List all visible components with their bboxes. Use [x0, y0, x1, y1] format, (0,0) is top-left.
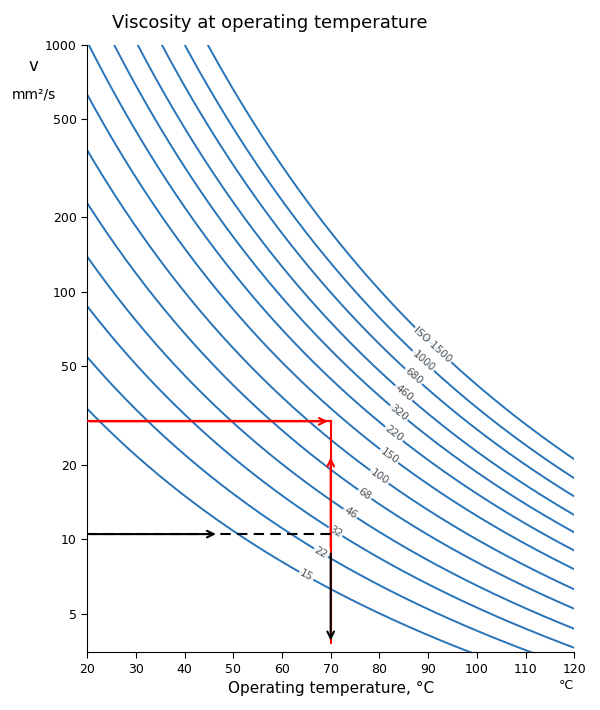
- Text: 22: 22: [313, 545, 329, 560]
- Text: 1000: 1000: [410, 349, 436, 373]
- Text: 32: 32: [328, 524, 344, 540]
- Text: Viscosity at operating temperature: Viscosity at operating temperature: [112, 14, 427, 32]
- Text: 15: 15: [298, 568, 314, 584]
- Text: 680: 680: [403, 366, 424, 387]
- Text: 68: 68: [356, 486, 373, 502]
- Text: 320: 320: [388, 403, 410, 423]
- Text: mm²/s: mm²/s: [11, 87, 56, 101]
- Text: 220: 220: [383, 424, 405, 444]
- Text: °C: °C: [559, 679, 574, 692]
- Text: 100: 100: [368, 467, 391, 486]
- Text: 46: 46: [342, 506, 358, 521]
- Text: 460: 460: [393, 383, 415, 403]
- X-axis label: Operating temperature, °C: Operating temperature, °C: [227, 681, 434, 696]
- Text: ISO 1500: ISO 1500: [412, 325, 454, 365]
- Text: v: v: [29, 57, 38, 75]
- Text: 150: 150: [378, 447, 400, 466]
